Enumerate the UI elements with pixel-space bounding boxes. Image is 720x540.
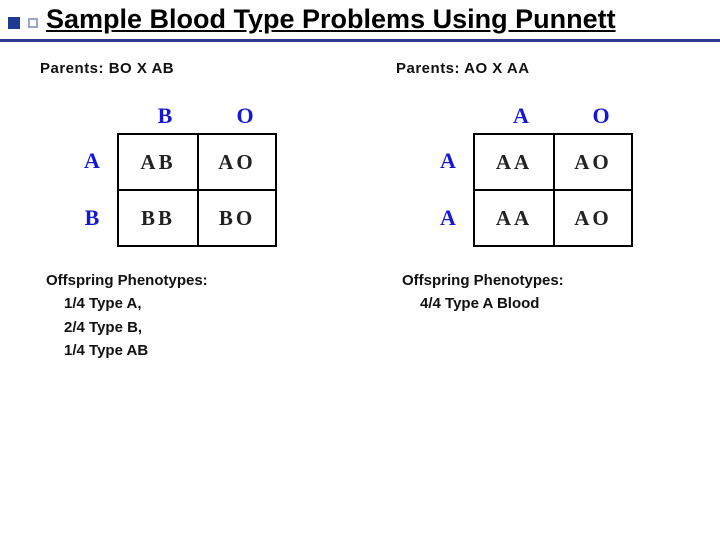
row-allele: B xyxy=(67,205,117,231)
punnett-cell: AO xyxy=(553,135,633,189)
parents-right: Parents: AO X AA xyxy=(396,60,698,77)
punnett-cell: AO xyxy=(553,191,633,245)
parents-left: Parents: BO X AB xyxy=(40,60,342,77)
row-allele: A xyxy=(423,148,473,174)
col-allele: A xyxy=(481,103,561,133)
phenotype-line: 2/4 Type B, xyxy=(46,316,342,339)
punnett-cell: AB xyxy=(117,135,197,189)
col-allele: B xyxy=(125,103,205,133)
bullet-outline-icon xyxy=(28,18,38,28)
phenotype-line: 1/4 Type A, xyxy=(46,292,342,315)
phenotype-header: Offspring Phenotypes: xyxy=(402,272,564,289)
punnett-cell: BB xyxy=(117,191,197,245)
phenotype-right: Offspring Phenotypes: 4/4 Type A Blood xyxy=(402,269,698,316)
page-title: Sample Blood Type Problems Using Punnett xyxy=(46,4,616,35)
col-allele: O xyxy=(561,103,641,133)
title-bar: Sample Blood Type Problems Using Punnett xyxy=(0,0,720,37)
title-underline xyxy=(0,39,720,42)
col-allele: O xyxy=(205,103,285,133)
punnett-cell: BO xyxy=(197,191,277,245)
phenotype-left: Offspring Phenotypes: 1/4 Type A, 2/4 Ty… xyxy=(46,269,342,362)
punnett-cell: AO xyxy=(197,135,277,189)
punnett-cell: AA xyxy=(473,191,553,245)
bullet-filled-icon xyxy=(8,17,20,29)
panel-right: Parents: AO X AA A O A AA AO A AA AO xyxy=(378,52,698,362)
punnett-cell: AA xyxy=(473,135,553,189)
phenotype-header: Offspring Phenotypes: xyxy=(46,272,208,289)
punnett-left: B O A AB AO B BB BO xyxy=(67,103,297,247)
punnett-right: A O A AA AO A AA AO xyxy=(423,103,653,247)
panels: Parents: BO X AB B O A AB AO B BB BO xyxy=(0,52,720,362)
phenotype-line: 1/4 Type AB xyxy=(46,339,342,362)
row-allele: A xyxy=(423,205,473,231)
phenotype-line: 4/4 Type A Blood xyxy=(402,292,698,315)
panel-left: Parents: BO X AB B O A AB AO B BB BO xyxy=(22,52,342,362)
row-allele: A xyxy=(67,148,117,174)
